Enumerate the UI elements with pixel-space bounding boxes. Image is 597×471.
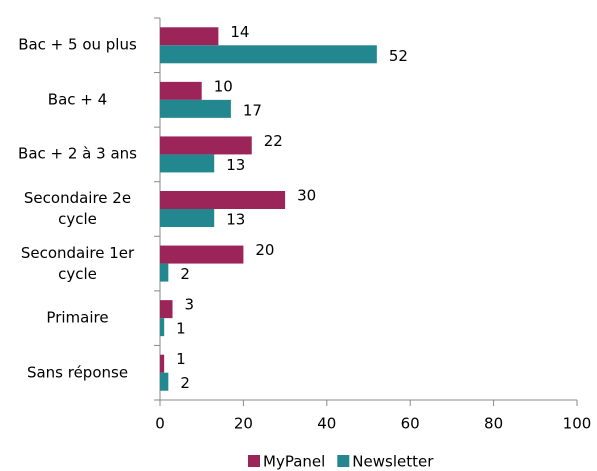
- value-label: 14: [230, 23, 249, 41]
- x-tick-label: 0: [155, 415, 165, 433]
- value-label: 30: [297, 187, 316, 205]
- bar: [160, 300, 173, 319]
- value-label: 13: [226, 211, 245, 229]
- x-tick-label: 20: [234, 415, 253, 433]
- value-label: 2: [180, 265, 190, 283]
- value-label: 22: [264, 132, 283, 150]
- value-label: 1: [176, 350, 186, 368]
- bar: [160, 45, 377, 64]
- value-label: 52: [389, 47, 408, 65]
- x-tick-label: 40: [317, 415, 336, 433]
- bar: [160, 81, 202, 100]
- bar: [160, 372, 169, 391]
- bar: [160, 99, 231, 118]
- bar: [160, 209, 215, 227]
- bar: [160, 154, 215, 173]
- bar: [160, 354, 165, 373]
- category-label: Secondaire 2e cycle: [23, 189, 132, 228]
- legend-swatch: [248, 455, 260, 467]
- value-label: 17: [243, 101, 262, 119]
- x-tick-label: 60: [401, 415, 420, 433]
- value-label: 20: [255, 241, 274, 259]
- bar: [160, 263, 169, 282]
- value-label: 1: [176, 320, 186, 338]
- value-label: 2: [180, 374, 190, 392]
- category-label: Sans réponse: [26, 363, 129, 382]
- legend-swatch: [337, 455, 350, 467]
- bar: [160, 136, 252, 155]
- bar: [160, 191, 286, 209]
- value-label: 13: [226, 156, 245, 174]
- category-label: Bac + 5 ou plus: [18, 35, 137, 54]
- category-label: Secondaire 1er cycle: [20, 243, 135, 283]
- category-label: Primaire: [46, 308, 109, 327]
- category-label: Bac + 2 à 3 ans: [18, 144, 137, 163]
- bar: [160, 27, 219, 46]
- value-label: 3: [185, 296, 195, 314]
- value-label: 10: [214, 77, 233, 95]
- x-tick-label: 80: [484, 415, 503, 433]
- x-tick-label: 100: [563, 415, 592, 433]
- bar: [160, 318, 165, 337]
- bar: [160, 245, 244, 264]
- legend-label: MyPanel: [263, 453, 325, 471]
- legend-label: Newsletter: [352, 453, 434, 471]
- category-label: Bac + 4: [47, 90, 108, 109]
